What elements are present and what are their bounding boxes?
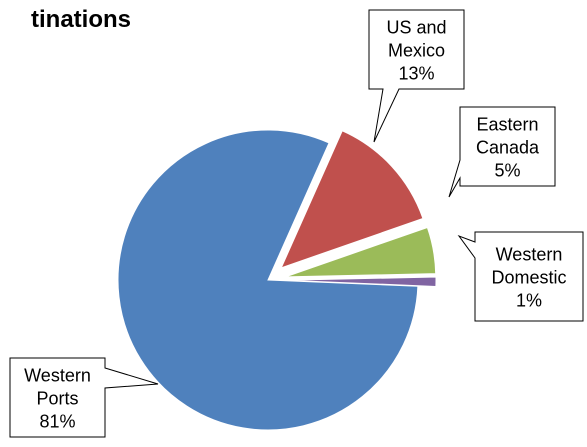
data-label-line: Ports — [36, 389, 78, 409]
data-label-line: 1% — [516, 291, 542, 311]
chart-title: tinations — [31, 6, 131, 33]
data-label-line: 13% — [398, 64, 434, 84]
pie-slice-us-and-mexico — [280, 130, 424, 269]
chart-title-clip: tinations — [0, 0, 160, 50]
callout-box — [448, 106, 556, 198]
data-label-line: Western — [24, 366, 91, 386]
callout-box — [9, 357, 159, 438]
data-label-western-ports: Western Ports 81% — [9, 357, 159, 438]
data-label-line: Domestic — [491, 268, 566, 288]
data-label-line: Mexico — [388, 41, 445, 61]
data-label-us-and-mexico: US and Mexico 13% — [368, 9, 465, 143]
pie-slice-western-domestic — [285, 276, 437, 287]
data-label-line: Eastern — [476, 115, 538, 135]
data-label-western-domestic: Western Domestic 1% — [457, 231, 584, 322]
data-label-line: Western — [496, 245, 563, 265]
callout-box — [368, 9, 465, 143]
callout-box — [457, 231, 584, 322]
pie-slice-western-ports — [117, 129, 419, 431]
data-label-line: Canada — [476, 138, 540, 158]
data-label-eastern-canada: Eastern Canada 5% — [448, 106, 556, 198]
data-label-line: 5% — [494, 161, 520, 181]
data-label-line: US and — [386, 18, 446, 38]
data-label-line: 81% — [39, 412, 75, 432]
pie-slice-eastern-canada — [285, 226, 437, 278]
